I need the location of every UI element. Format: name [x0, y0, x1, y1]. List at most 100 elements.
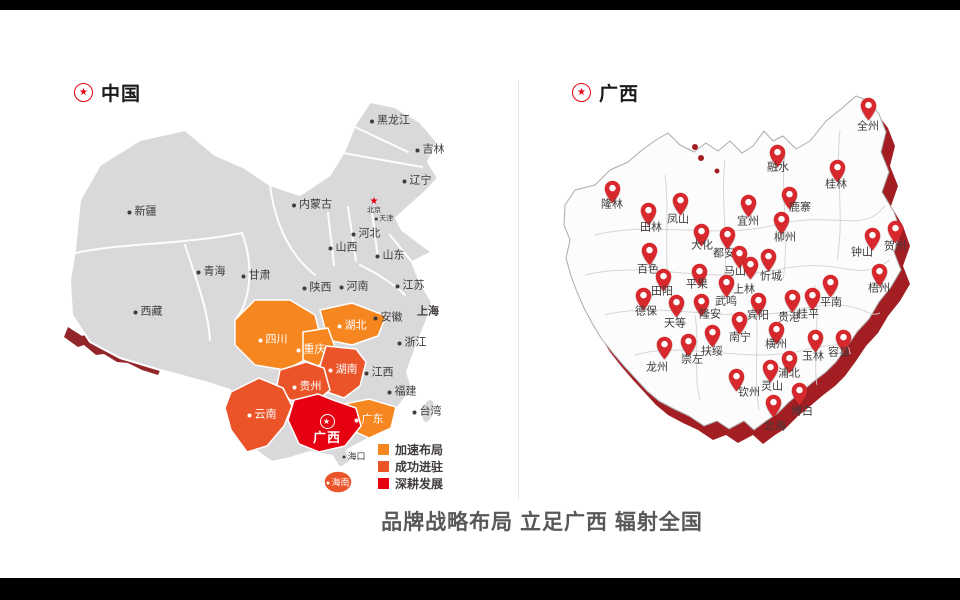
map-pin-贺州 [887, 220, 904, 244]
location-pin-icon [835, 329, 851, 353]
pin-label-龙州: 龙州 [646, 361, 668, 374]
location-pin-icon [791, 382, 807, 406]
province-label-台湾: 台湾 [412, 406, 442, 418]
province-label-西藏: 西藏 [133, 305, 163, 318]
region-hainan [323, 470, 353, 494]
map-pin-大化 [693, 223, 710, 247]
province-label-陕西: 陕西 [302, 282, 332, 294]
pin-label-浦北: 浦北 [778, 367, 800, 380]
map-pin-宾阳 [750, 292, 767, 316]
location-pin-icon [718, 274, 734, 298]
province-name: 云南 [254, 408, 277, 421]
bottom-letterbox-bar [0, 578, 960, 600]
pin-label-融水: 融水 [767, 161, 789, 174]
province-label-吉林: 吉林 [415, 143, 445, 156]
legend-swatch [378, 478, 389, 489]
dot-icon [196, 270, 201, 274]
pin-label-武鸣: 武鸣 [715, 295, 737, 308]
map-pin-武鸣 [718, 274, 735, 298]
province-name: 内蒙古 [299, 198, 332, 211]
dot-icon [133, 310, 138, 314]
dot-icon [339, 285, 344, 289]
map-pin-贵港 [784, 289, 801, 313]
location-pin-icon [728, 368, 744, 392]
dot-icon [302, 286, 307, 290]
map-pin-扶绥 [704, 324, 721, 348]
province-label-浙江: 浙江 [397, 337, 427, 349]
location-pin-icon [740, 194, 756, 218]
pin-label-平南: 平南 [820, 296, 842, 309]
location-pin-icon [693, 293, 709, 317]
province-label-福建: 福建 [387, 385, 417, 398]
location-pin-icon [635, 287, 651, 311]
location-pin-icon [781, 350, 797, 374]
province-name: 湖北 [344, 319, 367, 332]
capital-star-icon: ★ [369, 196, 379, 207]
pin-label-隆林: 隆林 [601, 198, 623, 211]
dot-icon [351, 232, 356, 236]
location-pin-icon [773, 211, 789, 235]
pin-label-上林: 上林 [733, 283, 755, 296]
province-name: 福建 [394, 385, 417, 398]
map-pin-全州 [860, 97, 877, 121]
dot-icon [292, 385, 297, 389]
location-pin-icon [691, 263, 707, 287]
pin-label-崇左: 崇左 [681, 353, 703, 366]
china-title-text: 中国 [101, 84, 142, 105]
province-name: 青海 [203, 265, 226, 278]
dot-icon [412, 410, 417, 414]
dot-icon [402, 179, 407, 183]
province-name: 吉林 [422, 143, 445, 156]
province-label-辽宁: 辽宁 [402, 174, 432, 187]
location-pin-icon [750, 292, 766, 316]
map-pin-钟山 [864, 227, 881, 251]
map-pin-宜州 [740, 194, 757, 218]
location-pin-icon [742, 256, 758, 280]
pin-label-博白: 博白 [791, 405, 813, 418]
map-pin-平果 [691, 263, 708, 287]
legend-label: 加速布局 [395, 442, 444, 457]
location-pin-icon [822, 274, 838, 298]
dot-icon [375, 254, 380, 258]
dot-icon [241, 274, 246, 278]
map-pin-柳州 [773, 211, 790, 235]
pin-label-百色: 百色 [637, 263, 659, 276]
province-name: 贵州 [299, 380, 322, 393]
province-name: 西藏 [140, 305, 163, 318]
dot-icon [354, 418, 359, 422]
pin-label-凤山: 凤山 [667, 213, 689, 226]
location-pin-icon [604, 180, 620, 204]
pin-label-宾阳: 宾阳 [747, 309, 769, 322]
guangxi-map-svg [563, 95, 910, 444]
province-label-安徽: 安徽 [373, 312, 403, 324]
province-name: 辽宁 [409, 174, 432, 187]
province-name: 广东 [361, 413, 384, 426]
pin-label-马山: 马山 [724, 265, 746, 278]
location-pin-icon [731, 311, 747, 335]
dot-icon [292, 203, 296, 207]
province-name: 海口 [347, 451, 366, 462]
location-pin-icon [871, 263, 887, 287]
province-label-广西: ★ 广西 [313, 414, 341, 444]
province-label-湖北: 湖北 [337, 319, 367, 332]
dot-icon [397, 341, 402, 345]
star-icon: ★ [74, 83, 93, 102]
pin-label-横州: 横州 [765, 338, 787, 351]
location-pin-icon [781, 186, 797, 210]
province-name: 河南 [346, 280, 369, 293]
province-name: 广西 [312, 430, 342, 445]
map-pin-桂平 [804, 287, 821, 311]
map-pin-钦州 [728, 368, 745, 392]
guangxi-title: ★ 广西 [572, 79, 639, 106]
map-pin-忻城 [760, 248, 777, 272]
location-pin-icon [807, 329, 823, 353]
location-pin-icon [768, 321, 784, 345]
location-pin-icon [769, 144, 785, 168]
pin-label-田林: 田林 [640, 221, 662, 234]
dot-icon [342, 455, 346, 459]
pin-label-德保: 德保 [635, 305, 657, 318]
dot-icon [127, 210, 132, 214]
province-label-重庆: 重庆 [296, 344, 326, 356]
location-pin-icon [765, 394, 781, 418]
